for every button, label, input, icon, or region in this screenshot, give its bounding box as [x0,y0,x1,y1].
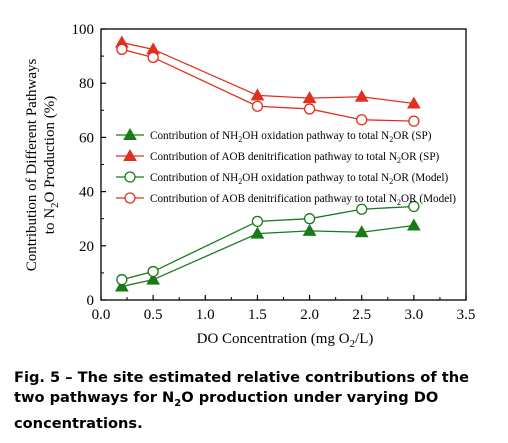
data-point-nh2oh-model [116,274,128,286]
data-point-aob-model [251,100,264,112]
y-axis-label-line2: to N2O Production (%) [42,96,61,234]
data-point-aob-sp [354,89,369,102]
data-point-nh2oh-sp [302,223,317,236]
legend-label-nh2oh-sp: Contribution of NH2OH oxidation pathway … [150,130,432,144]
series-line-aob-sp [121,41,414,105]
axis-ticks [100,28,467,301]
y-tick-label: 80 [79,76,94,92]
data-point-aob-sp [302,91,317,104]
data-point-aob-model [408,115,420,127]
legend-marker-aob-sp [123,148,137,161]
y-tick-label: 0 [87,293,95,309]
series-line-aob-model [121,48,414,122]
plot-area-border [100,28,467,301]
y-axis-label-line1: Contribution of Different Pathways [24,59,40,272]
caption-text-end: O production under varying DO concentrat… [14,389,444,432]
data-point-aob-sp [250,88,265,101]
caption-subscript: 2 [174,397,182,409]
legend-marker-nh2oh-model [124,171,136,183]
x-tick-label: 1.5 [248,307,267,323]
x-tick-label: 0.5 [144,307,163,323]
data-point-nh2oh-sp [114,279,129,292]
data-point-aob-model [116,43,128,55]
legend-label-nh2oh-model: Contribution of NH2OH oxidation pathway … [150,172,449,186]
data-point-aob-model [147,51,159,64]
data-point-nh2oh-sp [406,218,421,231]
data-point-nh2oh-sp [354,225,369,238]
data-point-aob-model [356,114,368,126]
y-tick-label: 100 [72,22,95,38]
data-point-nh2oh-sp [146,272,161,285]
series-markers [114,35,421,292]
x-tick-label: 0.0 [92,307,111,323]
series-line-nh2oh-model [121,205,414,281]
caption-figure-number: Fig. 5 [14,369,61,386]
y-tick-label: 20 [79,239,94,255]
legend-marker-nh2oh-sp [123,127,137,140]
x-tick-label: 2.0 [300,307,319,323]
x-axis-label: DO Concentration (mg O2/L) [197,331,374,350]
data-point-nh2oh-model [408,200,420,213]
data-point-aob-model [303,103,316,115]
data-point-nh2oh-model [251,215,264,228]
data-point-nh2oh-sp [250,226,265,239]
data-point-nh2oh-model [356,203,368,215]
x-tick-label: 3.0 [404,307,423,323]
series-lines [121,41,414,288]
data-point-aob-sp [406,96,421,109]
caption-dash: – [60,369,78,386]
figure-caption: Fig. 5 – The site estimated relative con… [14,368,499,434]
data-point-nh2oh-model [303,213,316,225]
legend-label-aob-model: Contribution of AOB denitrification path… [150,193,456,207]
y-tick-label: 60 [79,130,94,146]
plot-frame [100,28,467,301]
legend-label-aob-sp: Contribution of AOB denitrification path… [150,151,440,165]
y-tick-label: 40 [79,185,94,201]
data-point-nh2oh-model [147,265,159,278]
caption-text-start: The site estimated relative contribution… [14,369,475,406]
x-tick-label: 2.5 [352,307,371,323]
legend: Contribution of NH2OH oxidation pathway … [116,127,456,207]
x-tick-label: 3.5 [457,307,476,323]
series-line-nh2oh-sp [121,224,414,288]
y-tick-labels: 0 20 40 60 80 100 [72,22,95,309]
chart: 0.0 0.5 1.0 1.5 2.0 2.5 3.0 3.5 0 20 40 60 80 100 Co… [24,22,476,350]
y-axis-label: Contribution of Different Pathways to N2… [24,59,61,272]
x-tick-labels: 0.0 0.5 1.0 1.5 2.0 2.5 3.0 3.5 [92,307,476,323]
x-tick-label: 1.0 [196,307,215,323]
legend-marker-aob-model [124,192,136,204]
